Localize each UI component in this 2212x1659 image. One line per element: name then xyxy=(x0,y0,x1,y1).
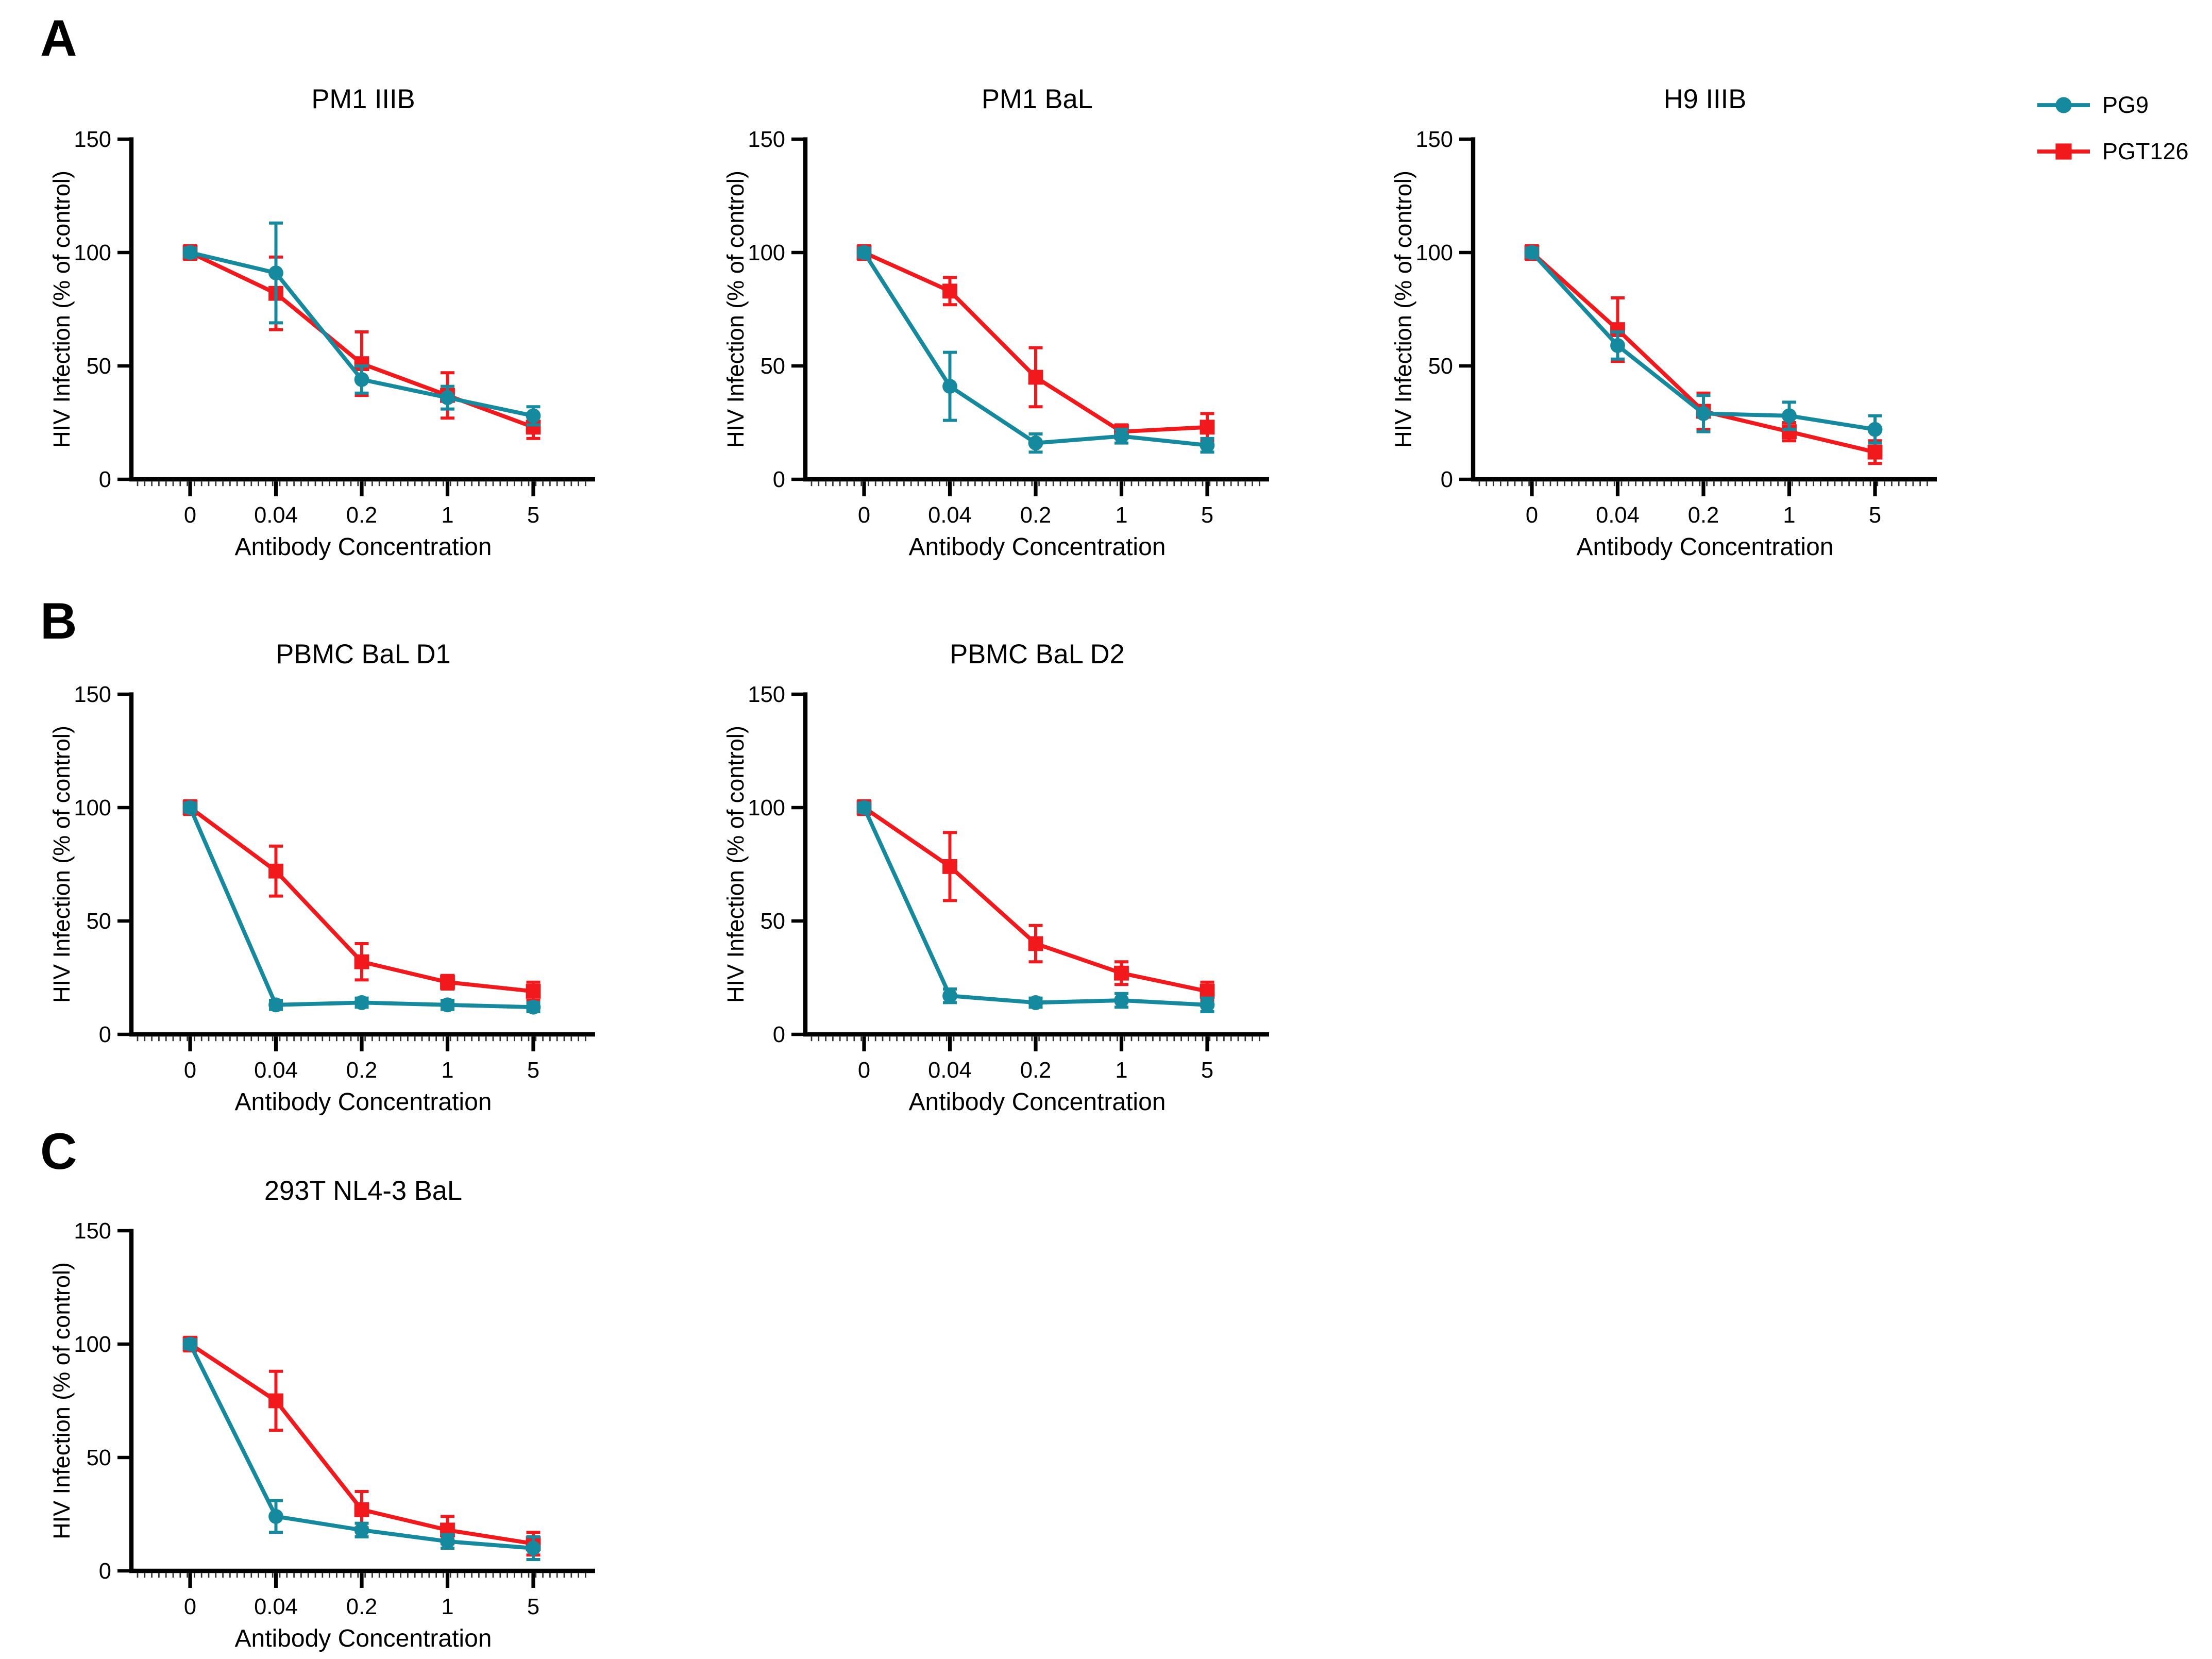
chart-h9-iiib: H9 IIIB HIV Infection (% of control) 0 50… xyxy=(1391,83,1952,563)
svg-text:0.2: 0.2 xyxy=(1020,1058,1051,1083)
svg-text:5: 5 xyxy=(1869,503,1881,528)
svg-text:100: 100 xyxy=(74,1332,111,1357)
chart-title: PBMC BaL D1 xyxy=(276,639,451,669)
chart-pbmc-bal-d1: PBMC BaL D1 HIV Infection (% of control)… xyxy=(49,639,611,1118)
y-axis-label: HIV Infection (% of control) xyxy=(1391,171,1417,448)
y-axis-label: HIV Infection (% of control) xyxy=(723,171,750,448)
legend-item-pgt126: PGT126 xyxy=(2037,136,2189,167)
svg-text:0.04: 0.04 xyxy=(1596,503,1640,528)
svg-text:0: 0 xyxy=(99,467,111,492)
plot-area-293t-nl4-3-bal: 0 50 100 150 0 0.04 0.2 1 5 xyxy=(74,1219,595,1619)
plot-area-pbmc-bal-d2: 0 50 100 150 0 0.04 0.2 1 5 xyxy=(748,682,1269,1083)
svg-text:5: 5 xyxy=(527,1058,539,1083)
svg-text:0: 0 xyxy=(858,1058,870,1083)
svg-text:5: 5 xyxy=(1201,503,1213,528)
chart-pm1-bal: PM1 BaL HIV Infection (% of control) 0 50… xyxy=(723,83,1285,563)
chart-293t-nl4-3-bal: 293T NL4-3 BaL HIV Infection (% of contr… xyxy=(49,1175,611,1654)
svg-text:0.04: 0.04 xyxy=(928,1058,972,1083)
pg9-marker-icon xyxy=(2037,97,2090,113)
svg-text:0.2: 0.2 xyxy=(1688,503,1719,528)
svg-text:100: 100 xyxy=(1415,241,1453,265)
x-axis-label: Antibody Concentration xyxy=(234,1627,492,1653)
x-axis-label: Antibody Concentration xyxy=(908,535,1166,561)
x-axis-label: Antibody Concentration xyxy=(1576,535,1834,561)
legend-label-pgt126: PGT126 xyxy=(2102,138,2189,165)
svg-text:0.04: 0.04 xyxy=(928,503,972,528)
svg-text:0: 0 xyxy=(184,1058,196,1083)
svg-text:50: 50 xyxy=(1428,354,1453,379)
x-axis-label: Antibody Concentration xyxy=(234,1090,492,1116)
plot-area-pm1-iiib: 0 50 100 150 0 0.04 0.2 1 5 xyxy=(74,127,595,528)
svg-text:0: 0 xyxy=(99,1023,111,1047)
chart-title: PBMC BaL D2 xyxy=(950,639,1125,669)
legend-item-pg9: PG9 xyxy=(2037,90,2189,121)
panel-label-a: A xyxy=(40,9,77,66)
svg-text:5: 5 xyxy=(527,503,539,528)
svg-text:0: 0 xyxy=(773,467,785,492)
panel-label-b: B xyxy=(40,592,77,649)
svg-text:0: 0 xyxy=(1526,503,1538,528)
x-axis-label: Antibody Concentration xyxy=(234,535,492,561)
svg-text:0: 0 xyxy=(184,1595,196,1619)
svg-text:0.04: 0.04 xyxy=(254,1595,298,1619)
svg-text:150: 150 xyxy=(1415,127,1453,152)
svg-text:150: 150 xyxy=(74,682,111,707)
plot-area-pbmc-bal-d1: 0 50 100 150 0 0.04 0.2 1 5 xyxy=(74,682,595,1083)
svg-text:100: 100 xyxy=(748,241,785,265)
svg-text:0.2: 0.2 xyxy=(346,503,377,528)
legend: PG9 PGT126 xyxy=(2037,90,2189,182)
svg-text:0: 0 xyxy=(99,1559,111,1584)
y-axis-label: HIV Infection (% of control) xyxy=(723,726,750,1003)
pgt126-marker-icon xyxy=(2037,143,2090,160)
svg-text:150: 150 xyxy=(748,127,785,152)
svg-text:1: 1 xyxy=(1115,503,1127,528)
y-axis-label: HIV Infection (% of control) xyxy=(49,171,76,448)
plot-area-pm1-bal: 0 50 100 150 0 0.04 0.2 1 5 xyxy=(748,127,1269,528)
svg-text:150: 150 xyxy=(74,1219,111,1244)
svg-text:50: 50 xyxy=(761,909,785,934)
svg-text:5: 5 xyxy=(527,1595,539,1619)
svg-text:50: 50 xyxy=(761,354,785,379)
chart-title: PM1 IIIB xyxy=(311,83,415,114)
chart-title: PM1 BaL xyxy=(982,83,1093,114)
x-axis-label: Antibody Concentration xyxy=(908,1090,1166,1116)
svg-text:50: 50 xyxy=(87,1446,111,1470)
svg-text:100: 100 xyxy=(74,796,111,820)
svg-text:0.2: 0.2 xyxy=(346,1595,377,1619)
svg-text:1: 1 xyxy=(1783,503,1795,528)
panel-label-c: C xyxy=(40,1122,77,1180)
chart-title: 293T NL4-3 BaL xyxy=(264,1175,463,1206)
chart-title: H9 IIIB xyxy=(1663,83,1747,114)
svg-text:1: 1 xyxy=(441,1058,453,1083)
svg-text:0: 0 xyxy=(184,503,196,528)
svg-text:0: 0 xyxy=(773,1023,785,1047)
svg-text:5: 5 xyxy=(1201,1058,1213,1083)
y-axis-label: HIV Infection (% of control) xyxy=(49,1262,76,1539)
svg-text:0.04: 0.04 xyxy=(254,503,298,528)
svg-text:50: 50 xyxy=(87,909,111,934)
chart-pbmc-bal-d2: PBMC BaL D2 HIV Infection (% of control)… xyxy=(723,639,1285,1118)
svg-text:1: 1 xyxy=(441,503,453,528)
y-axis-label: HIV Infection (% of control) xyxy=(49,726,76,1003)
svg-text:0.2: 0.2 xyxy=(1020,503,1051,528)
svg-text:50: 50 xyxy=(87,354,111,379)
svg-text:0: 0 xyxy=(858,503,870,528)
legend-label-pg9: PG9 xyxy=(2102,92,2149,119)
svg-text:150: 150 xyxy=(74,127,111,152)
svg-text:1: 1 xyxy=(1115,1058,1127,1083)
plot-area-h9-iiib: 0 50 100 150 0 0.04 0.2 1 5 xyxy=(1415,127,1937,528)
svg-text:0.04: 0.04 xyxy=(254,1058,298,1083)
svg-text:0.2: 0.2 xyxy=(346,1058,377,1083)
svg-text:100: 100 xyxy=(748,796,785,820)
svg-text:0: 0 xyxy=(1441,467,1453,492)
chart-pm1-iiib: PM1 IIIB HIV Infection (% of control) 0 5… xyxy=(49,83,611,563)
svg-text:100: 100 xyxy=(74,241,111,265)
svg-text:1: 1 xyxy=(441,1595,453,1619)
svg-text:150: 150 xyxy=(748,682,785,707)
